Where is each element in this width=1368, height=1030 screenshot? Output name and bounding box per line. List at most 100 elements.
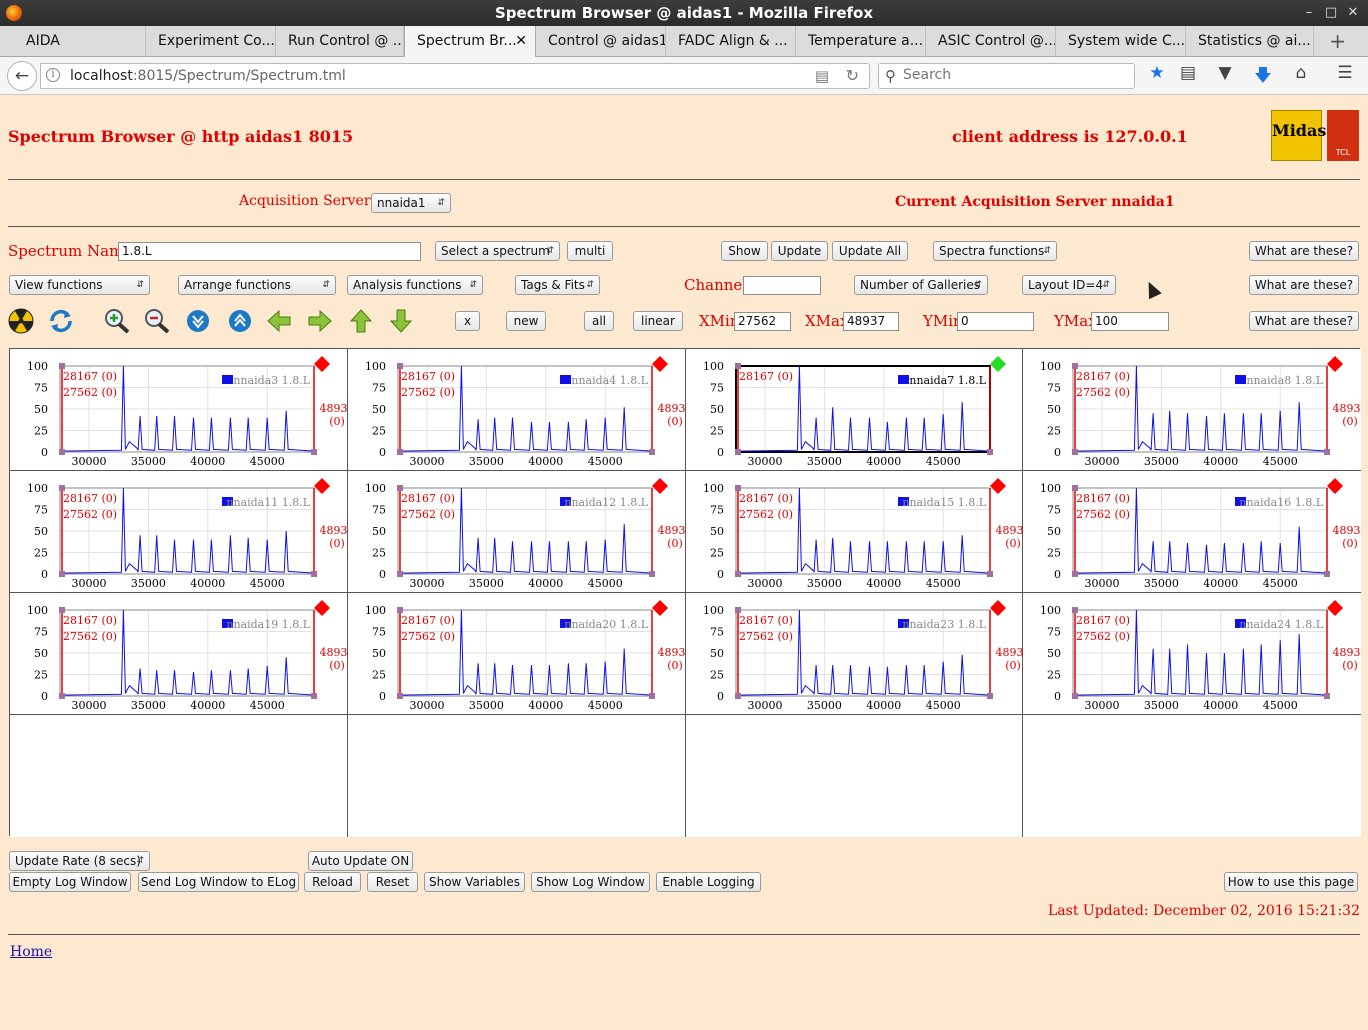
reader-view-icon[interactable]: ▤ xyxy=(814,67,829,85)
channel-input[interactable] xyxy=(743,276,821,295)
auto-update-button[interactable]: Auto Update ON xyxy=(308,851,413,871)
tab-run-control[interactable]: Run Control @ ... xyxy=(276,26,404,57)
xmax-input[interactable]: 48937 xyxy=(843,312,899,331)
enable-logging-button[interactable]: Enable Logging xyxy=(656,872,761,892)
reset-button[interactable]: Reset xyxy=(367,872,418,892)
spectra-functions-dropdown[interactable]: Spectra functions ⇵ xyxy=(933,241,1057,261)
show-variables-button[interactable]: Show Variables xyxy=(424,872,525,892)
bookmark-star-icon[interactable]: ★ xyxy=(1149,63,1165,83)
pocket-icon[interactable]: ▼ xyxy=(1218,63,1232,83)
what-are-these-button[interactable]: What are these? xyxy=(1249,241,1359,261)
tab-statistics[interactable]: Statistics @ ai... xyxy=(1186,26,1314,57)
spectrum-panel[interactable]: 100 75 50 25 0 30000 35000 40000 45000 28167 (0) 2… xyxy=(685,593,1024,715)
what-are-these-button[interactable]: What are these? xyxy=(1249,311,1359,331)
compress-y-icon[interactable] xyxy=(227,308,253,334)
spectrum-name-input[interactable]: 1.8.L xyxy=(118,242,421,261)
layout-id-dropdown[interactable]: Layout ID=4 ⇵ xyxy=(1022,275,1116,295)
spectrum-panel[interactable]: 100 75 50 25 0 30000 35000 40000 45000 28167 (0) 2… xyxy=(10,349,348,471)
select-spectrum-dropdown[interactable]: Select a spectrum ⇵ xyxy=(435,241,560,261)
spectrum-panel[interactable]: 100 75 50 25 0 30000 35000 40000 45000 28167 (0) 2… xyxy=(10,471,348,593)
tab-fadc-align[interactable]: FADC Align & ... xyxy=(666,26,796,57)
ymin-input[interactable]: 0 xyxy=(957,312,1034,331)
maximize-icon[interactable]: □ xyxy=(1324,5,1338,20)
x-button[interactable]: x xyxy=(455,311,480,331)
tab-asic-control[interactable]: ASIC Control @... xyxy=(926,26,1056,57)
tab-experiment-control[interactable]: Experiment Co... xyxy=(146,26,276,57)
empty-spectrum-panel[interactable] xyxy=(10,715,348,837)
spectrum-panel[interactable]: 100 75 50 25 0 30000 35000 40000 45000 28167 (0) 2… xyxy=(685,471,1024,593)
spectrum-panel[interactable]: 100 75 50 25 0 30000 35000 40000 45000 28167 (0) 2… xyxy=(347,349,686,471)
spectrum-panel[interactable]: 100 75 50 25 0 30000 35000 40000 45000 28167 (0) 2… xyxy=(1023,593,1361,715)
arrange-functions-dropdown[interactable]: Arrange functions ⇵ xyxy=(178,275,336,295)
x-tick-label: 40000 xyxy=(528,699,563,712)
spectrum-panel[interactable]: 100 75 50 25 0 30000 35000 40000 45000 28167 (0) 2… xyxy=(10,593,348,715)
update-button[interactable]: Update xyxy=(771,241,828,261)
multi-button[interactable]: multi xyxy=(567,241,613,261)
view-functions-dropdown[interactable]: View functions ⇵ xyxy=(9,275,150,295)
spectrum-panel[interactable]: 100 75 50 25 0 30000 35000 40000 45000 28167 (0) 2… xyxy=(1023,349,1361,471)
empty-spectrum-panel[interactable] xyxy=(685,715,1024,837)
left-arrow-icon[interactable] xyxy=(266,308,292,334)
url-text[interactable]: localhost:8015/Spectrum/Spectrum.tml xyxy=(70,68,346,84)
right-arrow-icon[interactable] xyxy=(307,308,333,334)
show-log-window-button[interactable]: Show Log Window xyxy=(531,872,650,892)
spectrum-trace xyxy=(59,365,315,452)
empty-spectrum-panel[interactable] xyxy=(347,715,686,837)
new-button[interactable]: new xyxy=(506,311,546,331)
linear-button[interactable]: linear xyxy=(633,311,683,331)
url-bar[interactable]: i localhost:8015/Spectrum/Spectrum.tml ▤… xyxy=(40,63,870,89)
info-icon[interactable]: i xyxy=(46,68,60,82)
refresh-icon[interactable] xyxy=(48,308,74,334)
down-arrow-icon[interactable] xyxy=(388,308,414,334)
marker-right-top-label: 48937 xyxy=(1333,402,1362,415)
tags-fits-dropdown[interactable]: Tags & Fits ⇵ xyxy=(515,275,600,295)
show-button[interactable]: Show xyxy=(721,241,768,261)
spectrum-panel[interactable]: 100 75 50 25 0 30000 35000 40000 45000 28167 (0) 2… xyxy=(1023,471,1361,593)
what-are-these-button[interactable]: What are these? xyxy=(1249,275,1359,295)
close-window-icon[interactable]: ✕ xyxy=(1347,5,1359,20)
update-rate-dropdown[interactable]: Update Rate (8 secs) ⇵ xyxy=(9,851,150,871)
spectrum-plot: 100 75 50 25 0 30000 35000 40000 45000 28167 (0) 2… xyxy=(1040,478,1361,590)
reload-icon[interactable]: ↻ xyxy=(845,66,859,85)
new-tab-icon[interactable]: + xyxy=(1329,29,1346,53)
zoom-in-icon[interactable] xyxy=(104,308,130,334)
tab-system-wide[interactable]: System wide C... xyxy=(1056,26,1186,57)
home-link[interactable]: Home xyxy=(10,944,53,960)
x-tick-label: 45000 xyxy=(250,455,285,468)
tab-spectrum-browser[interactable]: Spectrum Br... ✕ xyxy=(404,26,536,57)
zoom-out-icon[interactable] xyxy=(144,308,170,334)
marker-right-top-label: 48937 xyxy=(657,646,686,659)
all-button[interactable]: all xyxy=(584,311,614,331)
x-tick-label: 45000 xyxy=(1263,577,1298,590)
current-acquisition-server: Current Acquisition Server nnaida1 xyxy=(895,194,1175,210)
home-icon[interactable]: ⌂ xyxy=(1295,63,1307,83)
radiation-icon[interactable] xyxy=(8,308,34,334)
tab-aida[interactable]: AIDA xyxy=(14,26,146,57)
downloads-icon[interactable]: 🡇 xyxy=(1254,66,1272,86)
tab-control[interactable]: Control @ aidas1 xyxy=(536,26,666,57)
send-log-to-elog-button[interactable]: Send Log Window to ELog xyxy=(138,872,299,892)
reload-button[interactable]: Reload xyxy=(304,872,361,892)
ymax-input[interactable]: 100 xyxy=(1091,312,1169,331)
search-input[interactable] xyxy=(903,67,1123,83)
expand-y-icon[interactable] xyxy=(185,308,211,334)
analysis-functions-dropdown[interactable]: Analysis functions ⇵ xyxy=(347,275,483,295)
xmin-input[interactable]: 27562 xyxy=(734,312,791,331)
spectrum-panel[interactable]: 100 75 50 25 0 30000 35000 40000 45000 28167 (0) 2… xyxy=(347,593,686,715)
minimize-icon[interactable]: – xyxy=(1305,5,1313,20)
empty-spectrum-panel[interactable] xyxy=(1023,715,1361,837)
close-tab-icon[interactable]: ✕ xyxy=(515,33,527,49)
up-arrow-icon[interactable] xyxy=(348,308,374,334)
number-of-galleries-dropdown[interactable]: Number of Galleries ⇵ xyxy=(854,275,988,295)
empty-log-window-button[interactable]: Empty Log Window xyxy=(9,872,131,892)
how-to-use-button[interactable]: How to use this page xyxy=(1224,872,1358,892)
spectrum-panel[interactable]: 100 75 50 25 0 30000 35000 40000 45000 28167 (0) 2… xyxy=(347,471,686,593)
menu-icon[interactable]: ☰ xyxy=(1337,63,1353,83)
reading-list-icon[interactable]: ▤ xyxy=(1179,63,1197,83)
back-arrow-icon[interactable]: ← xyxy=(7,61,37,91)
acquisition-server-select[interactable]: nnaida1 ⇵ xyxy=(371,193,451,213)
tab-temperature[interactable]: Temperature a... xyxy=(796,26,926,57)
update-all-button[interactable]: Update All xyxy=(832,241,908,261)
search-box[interactable]: ⚲ xyxy=(878,63,1135,89)
spectrum-panel[interactable]: 100 75 50 25 0 30000 35000 40000 45000 28167 (0) n… xyxy=(685,349,1024,471)
